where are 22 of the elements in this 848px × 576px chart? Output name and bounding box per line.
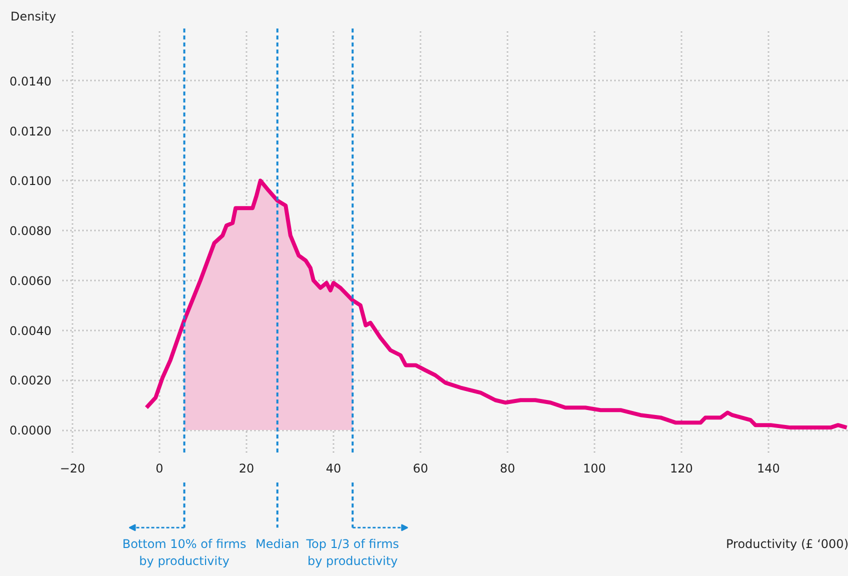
x-tick-label: 20 <box>238 462 254 476</box>
y-axis-title: Density <box>10 10 56 24</box>
ref-line-label: Bottom 10% of firms by productivity <box>122 537 246 568</box>
x-tick-label: 120 <box>670 462 693 476</box>
x-tick-label: 140 <box>757 462 780 476</box>
x-tick-label: 80 <box>500 462 516 476</box>
y-tick-label: 0.0000 <box>10 424 52 438</box>
y-tick-label: 0.0040 <box>10 324 52 338</box>
ref-line-label: Median <box>256 537 300 552</box>
y-tick-label: 0.0020 <box>10 374 52 388</box>
y-tick-label: 0.0120 <box>10 124 52 138</box>
ref-line-label: Top 1/3 of firms by productivity <box>305 537 400 568</box>
y-tick-label: 0.0080 <box>10 224 52 238</box>
x-tick-label: 100 <box>583 462 606 476</box>
y-tick-label: 0.0060 <box>10 274 52 288</box>
x-tick-label: 40 <box>326 462 342 476</box>
x-tick-label: 60 <box>412 462 428 476</box>
x-tick-label: 0 <box>156 462 164 476</box>
y-tick-label: 0.0100 <box>10 174 52 188</box>
y-tick-label: 0.0140 <box>10 74 52 88</box>
text: Productivity (£ ‘000) <box>726 537 848 552</box>
x-tick-label: −20 <box>60 462 86 476</box>
